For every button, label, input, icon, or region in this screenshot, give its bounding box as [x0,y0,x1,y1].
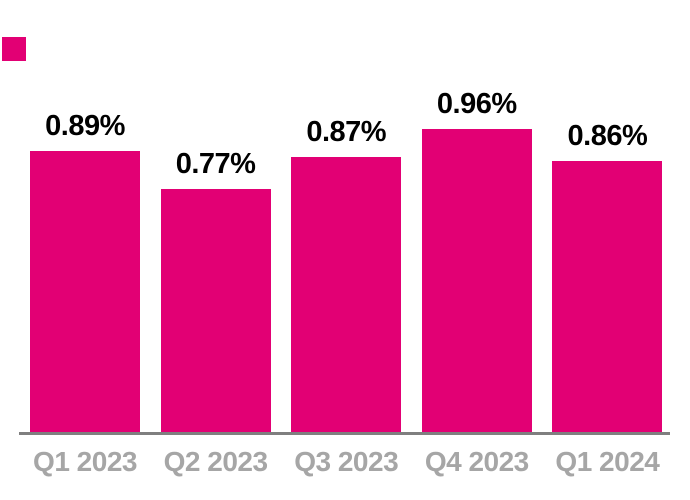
x-axis-line [19,432,670,435]
bar [30,151,140,433]
legend-swatch [2,37,26,61]
category-label: Q3 2023 [294,446,399,477]
bar-value-label: 0.86% [567,120,648,152]
bar-value-label: 0.96% [436,88,517,120]
category-label: Q2 2023 [163,446,268,477]
bar [552,161,663,433]
bar-value-label: 0.89% [45,110,125,142]
bar-value-label: 0.87% [306,116,387,148]
category-label: Q1 2024 [555,446,660,477]
category-label: Q1 2023 [33,446,137,477]
bar [291,157,402,433]
category-label: Q4 2023 [424,446,529,477]
bar-value-label: 0.77% [175,148,256,180]
bar [421,129,532,433]
bar [160,189,271,433]
